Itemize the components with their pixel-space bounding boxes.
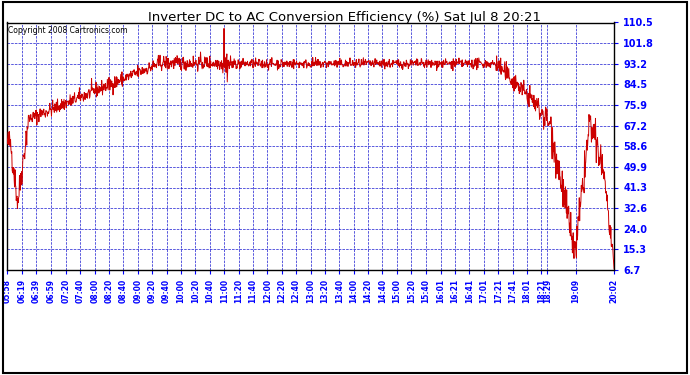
Text: Copyright 2008 Cartronics.com: Copyright 2008 Cartronics.com: [8, 26, 128, 35]
Text: Inverter DC to AC Conversion Efficiency (%) Sat Jul 8 20:21: Inverter DC to AC Conversion Efficiency …: [148, 11, 542, 24]
